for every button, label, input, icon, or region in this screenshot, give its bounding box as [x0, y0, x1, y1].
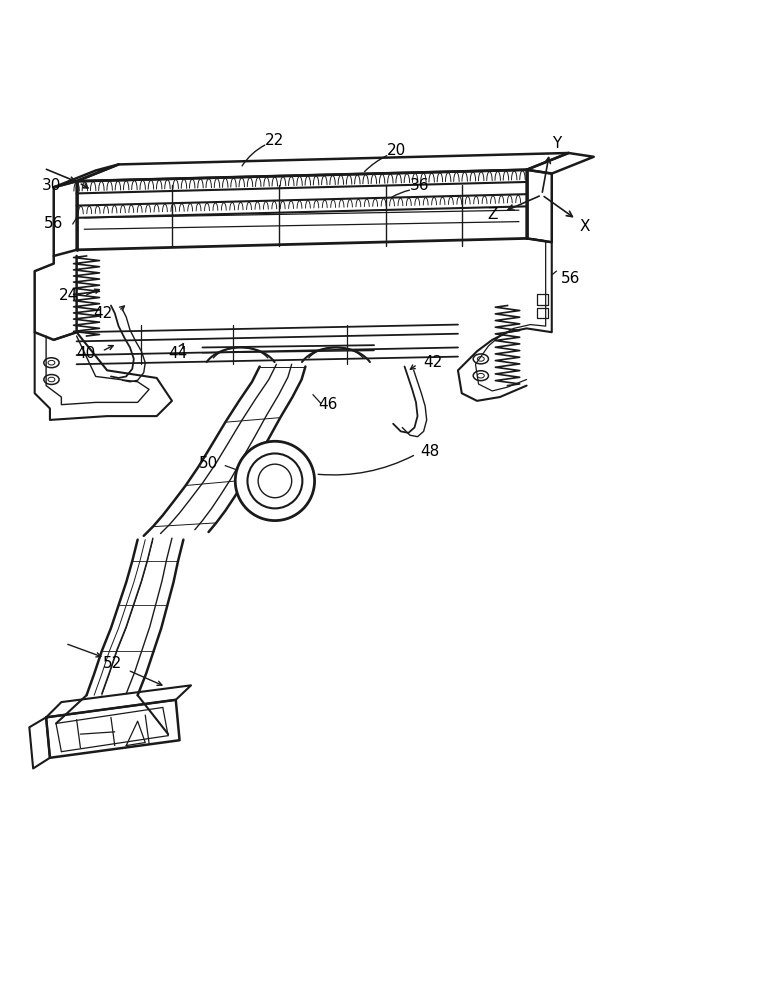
Text: 56: 56: [44, 216, 63, 231]
Text: 36: 36: [410, 178, 429, 193]
Text: 22: 22: [265, 133, 284, 148]
Text: 42: 42: [94, 306, 113, 321]
Text: 46: 46: [318, 397, 338, 412]
Circle shape: [235, 441, 315, 521]
Text: 44: 44: [168, 346, 187, 361]
Text: 56: 56: [561, 271, 580, 286]
Text: 52: 52: [103, 656, 122, 671]
Text: Y: Y: [553, 136, 562, 151]
Text: X: X: [579, 219, 590, 234]
Text: 20: 20: [387, 143, 406, 158]
Text: Z: Z: [487, 207, 497, 222]
Text: 30: 30: [42, 178, 61, 193]
Text: 48: 48: [420, 444, 439, 459]
Text: 40: 40: [76, 346, 96, 361]
Text: 24: 24: [59, 288, 79, 303]
Text: 42: 42: [423, 355, 443, 370]
Text: 50: 50: [199, 456, 218, 471]
